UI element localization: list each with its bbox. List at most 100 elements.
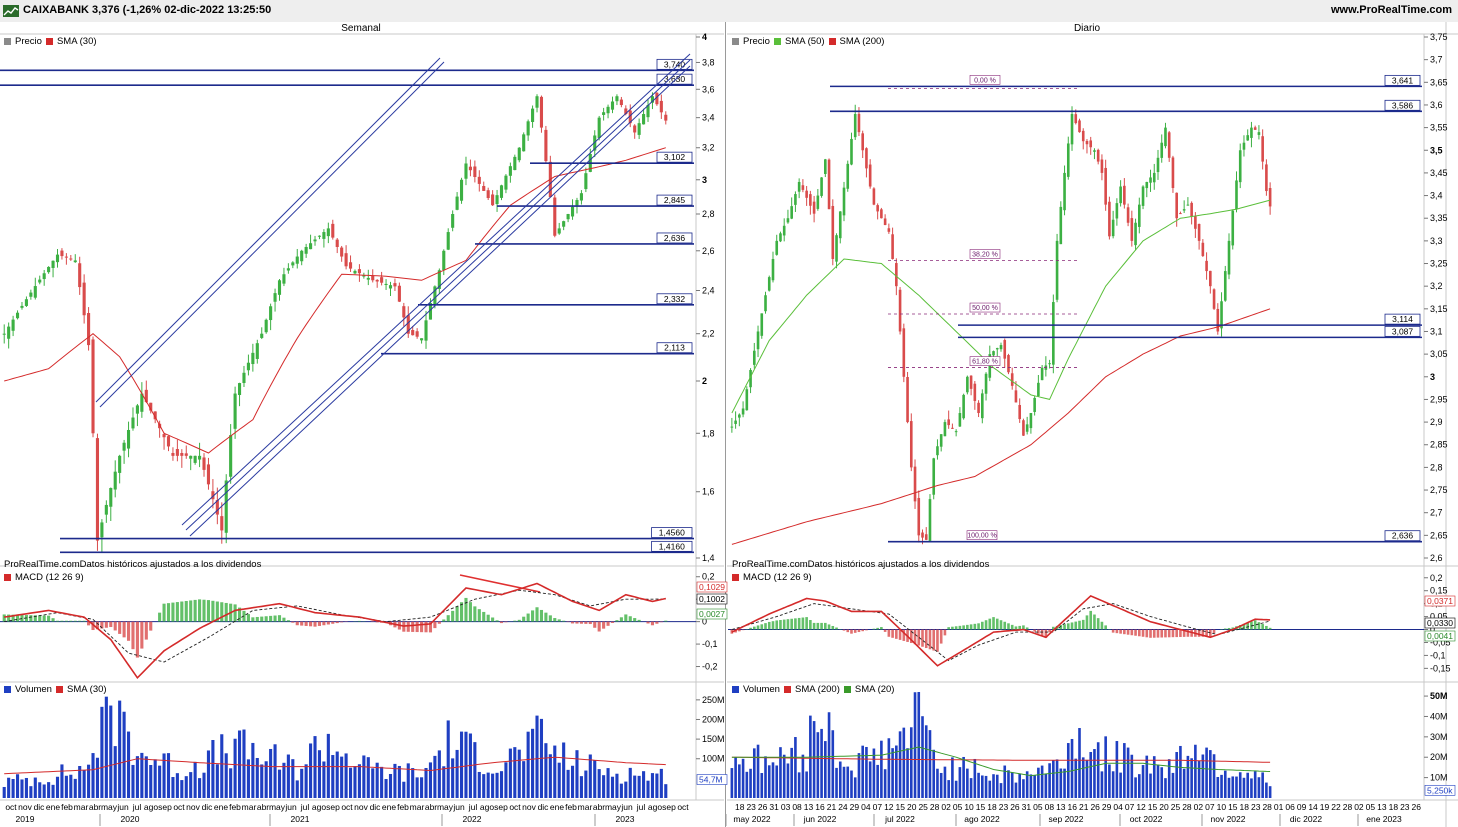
daily-candle-body	[947, 419, 950, 426]
weekly-candle-body	[295, 256, 299, 264]
daily-candle-body	[988, 354, 992, 378]
daily-macd-hist-bar	[928, 629, 932, 650]
daily-candle-body	[779, 233, 782, 242]
weekly-volume-bar	[642, 771, 646, 798]
weekly-ytick-label: 3,8	[702, 57, 715, 67]
daily-candle-body	[1209, 270, 1212, 287]
weekly-candle-body	[109, 488, 113, 507]
weekly-volume-bar	[309, 743, 313, 798]
daily-fib-label-box	[969, 249, 1001, 259]
daily-volume-bar	[831, 730, 835, 798]
daily-macd-hist-bar	[1220, 629, 1223, 630]
daily-macd-hist-bar	[984, 620, 988, 630]
weekly-volume-bar	[428, 762, 433, 798]
weekly-volume-bar	[29, 786, 33, 798]
weekly-ytick-label: 2,2	[702, 329, 715, 339]
weekly-macd-divergence-line	[459, 574, 541, 593]
weekly-volume-bar	[548, 754, 552, 798]
daily-macd-hist-bar	[999, 620, 1003, 630]
weekly-candle-body	[615, 96, 619, 102]
weekly-candle-body	[113, 471, 117, 490]
daily-macd-hist-bar	[969, 624, 973, 630]
daily-volume-bar	[1033, 775, 1036, 798]
daily-volume-bar	[865, 746, 868, 798]
daily-xtick-day: 26	[1090, 802, 1100, 812]
daily-volume-bar	[1201, 754, 1205, 798]
daily-level-label: 3,641	[1392, 75, 1414, 85]
weekly-xtick-year: 2020	[121, 814, 140, 824]
daily-macd-hist-bar	[1123, 629, 1126, 635]
daily-volume-bar	[1175, 752, 1178, 798]
daily-macd-hist-bar	[1070, 622, 1074, 630]
daily-volume-tick-label: 40M	[1430, 711, 1448, 721]
weekly-macd-legend: MACD (12 26 9)	[4, 572, 84, 583]
daily-candle-body	[767, 277, 771, 291]
weekly-macd-hist-bar	[184, 600, 188, 622]
weekly-xtick-month: ene	[382, 802, 396, 812]
daily-macd-hist-bar	[738, 629, 741, 632]
daily-xtick-month: jul 2022	[884, 814, 915, 824]
weekly-volume-bar	[446, 720, 450, 798]
daily-candle-body	[1052, 302, 1055, 365]
weekly-macd-hist-bar	[211, 600, 215, 622]
weekly-candle-body	[570, 206, 575, 217]
weekly-macd-hist-bar	[91, 621, 95, 631]
daily-macd-hist-bar	[790, 618, 793, 630]
daily-xtick-day: 02	[1354, 802, 1364, 812]
daily-panel-title: Diario	[1073, 23, 1101, 34]
daily-ytick-label: 2,9	[1430, 417, 1443, 427]
daily-macd-value: 0,0371	[1427, 596, 1453, 606]
weekly-macd-hist-bar	[113, 621, 117, 631]
weekly-candle-body	[29, 292, 33, 297]
weekly-xtick-month: abr	[425, 802, 437, 812]
daily-level-label-box	[1384, 313, 1421, 325]
weekly-macd-hist-bar	[264, 616, 268, 622]
weekly-macd-hist-bar	[451, 610, 455, 622]
daily-ytick-label: 3,5	[1430, 145, 1443, 155]
weekly-macd-hist-bar	[531, 610, 535, 622]
daily-macd-hist-bar	[782, 619, 786, 630]
daily-volume-bar	[812, 721, 816, 798]
weekly-macd-hist-bar	[655, 621, 659, 624]
daily-volume-bar	[977, 772, 980, 798]
daily-macd-hist-bar	[1257, 622, 1261, 630]
weekly-volume-bar	[126, 731, 131, 798]
weekly-candle-body	[184, 453, 188, 456]
weekly-xtick-month: oct	[509, 802, 521, 812]
daily-volume-bar	[730, 768, 734, 798]
daily-candle-body	[1070, 114, 1074, 145]
daily-macd-hist-bar	[995, 618, 999, 630]
weekly-macd-hist-bar	[295, 621, 299, 626]
daily-volume-bar	[1003, 765, 1007, 798]
weekly-ytick-label: 3	[702, 175, 707, 185]
daily-volume-bar	[794, 737, 797, 798]
weekly-volume-bar	[553, 745, 557, 798]
weekly-xtick-month: jun	[452, 802, 465, 812]
daily-volume-bar	[1093, 749, 1096, 798]
daily-volume-bar	[999, 783, 1003, 798]
daily-volume-bar	[1070, 738, 1074, 798]
daily-volume-bar	[1066, 743, 1070, 798]
weekly-candle-body	[428, 303, 433, 320]
weekly-xtick-month: nov	[522, 802, 536, 812]
daily-volume-bar	[1063, 768, 1066, 798]
legend-volume-sma20: SMA (20)	[854, 684, 895, 695]
daily-candle-body	[831, 205, 835, 259]
weekly-volume-bar	[42, 784, 46, 798]
daily-macd-tick-label: 0,05	[1430, 612, 1448, 622]
weekly-macd-hist-bar	[584, 621, 588, 624]
daily-macd-hist-bar	[887, 629, 891, 637]
daily-candle-body	[861, 133, 865, 151]
daily-volume-bar	[1029, 774, 1033, 798]
weekly-price-legend: Precio SMA (30)	[4, 36, 97, 47]
site-link[interactable]: www.ProRealTime.com	[1330, 4, 1452, 16]
weekly-candle-body	[255, 343, 259, 359]
daily-candle-body	[1040, 367, 1044, 381]
daily-candle-body	[977, 402, 980, 414]
daily-sma200-line	[731, 308, 1271, 545]
daily-candle-body	[868, 164, 872, 187]
daily-source-note: ProRealTime.comDatos históricos ajustado…	[732, 559, 990, 570]
volume-sma30-swatch	[55, 686, 63, 693]
daily-fib-label-box	[966, 530, 998, 540]
weekly-volume-bar	[237, 730, 242, 798]
